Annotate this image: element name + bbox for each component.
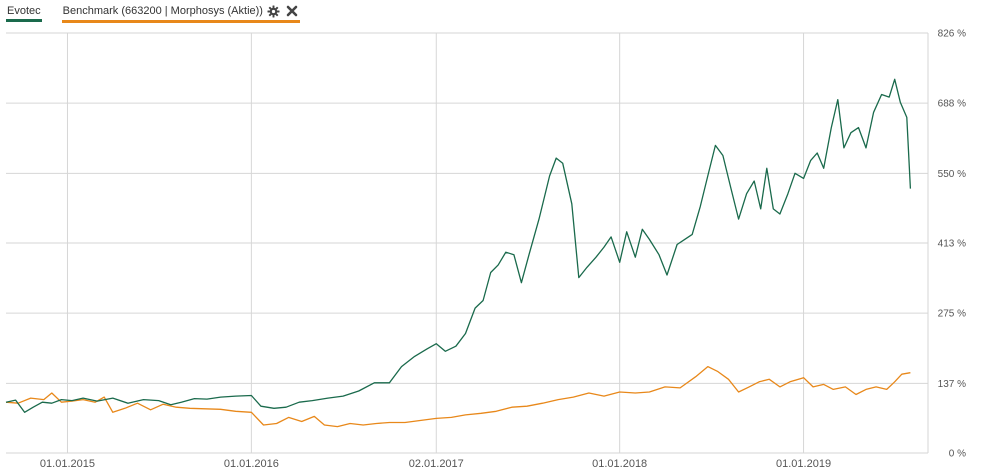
series-line-benchmark [5,365,911,428]
legend-item-benchmark[interactable]: Benchmark (663200 | Morphosys (Aktie)) [61,3,300,23]
legend-label-benchmark: Benchmark (663200 | Morphosys (Aktie)) [62,5,263,17]
x-tick-label: 01.01.2018 [592,458,647,470]
y-tick-label: 688 % [938,99,966,110]
y-tick-label: 0 % [949,449,966,460]
y-axis-ticks: 0 % 137 % 275 % 413 % 550 % 688 % 826 % [938,29,966,460]
close-icon[interactable] [285,4,299,18]
y-tick-label: 826 % [938,29,966,40]
x-tick-label: 01.01.2016 [224,458,279,470]
y-tick-label: 137 % [938,379,966,390]
x-tick-label: 02.01.2017 [409,458,464,470]
y-tick-label: 550 % [938,169,966,180]
gear-icon[interactable] [267,4,281,18]
y-tick-label: 275 % [938,309,966,320]
chart-legend: Evotec Benchmark (663200 | Morphosys (Ak… [6,3,300,23]
x-axis-ticks: 01.01.2015 01.01.2016 02.01.2017 01.01.2018… [40,458,831,470]
series-line-evotec [5,78,912,413]
x-tick-label: 01.01.2019 [776,458,831,470]
y-tick-label: 413 % [938,239,966,250]
legend-label-evotec: Evotec [7,5,41,17]
x-tick-label: 01.01.2015 [40,458,95,470]
legend-item-evotec[interactable]: Evotec [6,4,42,22]
chart-lines [5,78,912,428]
chart-grid [6,32,929,454]
